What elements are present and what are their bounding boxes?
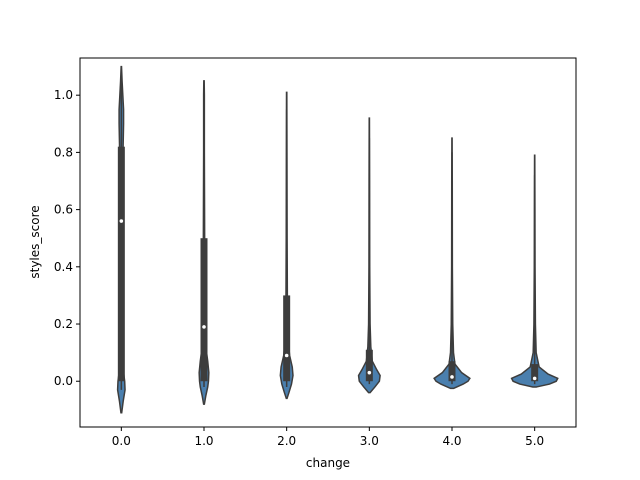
violin-median-4.0	[450, 375, 454, 379]
y-tick-label-4: 0.8	[54, 145, 73, 159]
x-axis: 0.0 1.0 2.0 3.0 4.0 5.0	[112, 427, 544, 448]
violin-group	[116, 65, 559, 414]
y-tick-label-0: 0.0	[54, 374, 73, 388]
violin-iqr-box-0.0	[117, 146, 125, 382]
x-tick-label-5: 5.0	[525, 434, 544, 448]
violin-median-3.0	[367, 370, 372, 375]
y-axis-label: styles_score	[28, 205, 42, 278]
violin-median-2.0	[284, 353, 289, 358]
plot-area	[80, 58, 576, 427]
violin-iqr-box-4.0	[448, 361, 456, 382]
y-tick-label-5: 1.0	[54, 88, 73, 102]
violin-iqr-box-1.0	[200, 238, 208, 382]
x-tick-label-1: 1.0	[194, 434, 213, 448]
y-tick-label-1: 0.2	[54, 317, 73, 331]
violin-iqr-box-3.0	[365, 349, 373, 382]
y-tick-label-3: 0.6	[54, 203, 73, 217]
x-tick-label-2: 2.0	[277, 434, 296, 448]
plot-frame	[79, 57, 577, 428]
violin-iqr-box-2.0	[283, 295, 291, 382]
x-tick-label-3: 3.0	[360, 434, 379, 448]
y-tick-label-2: 0.4	[54, 260, 73, 274]
x-axis-label: change	[306, 456, 350, 470]
x-tick-label-0: 0.0	[112, 434, 131, 448]
violin-median-0.0	[119, 219, 124, 223]
violin-iqr-box-5.0	[531, 364, 539, 382]
violin-median-1.0	[202, 325, 206, 329]
y-axis: 0.0 0.2 0.4 0.6 0.8 1.0	[54, 88, 80, 388]
x-tick-label-4: 4.0	[442, 434, 461, 448]
violin-median-5.0	[532, 376, 537, 381]
